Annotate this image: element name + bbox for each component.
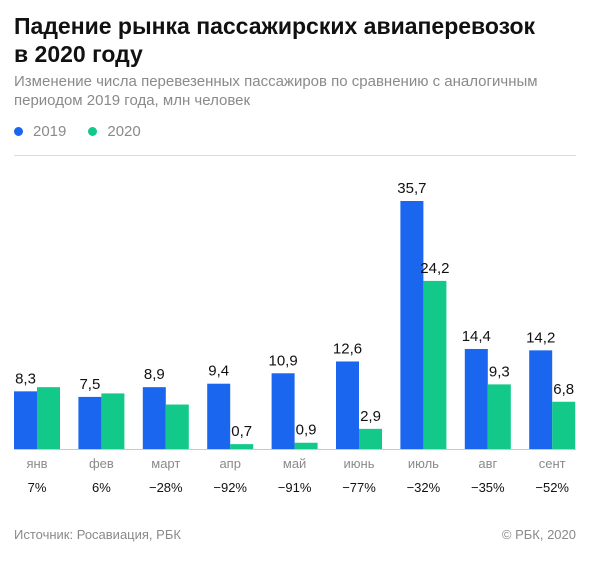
legend-label-2020: 2020 (107, 122, 141, 140)
change-label-6: −32% (407, 480, 441, 495)
bar-2020-3 (230, 444, 254, 449)
chart-subtitle: Изменение числа перевезенных пассажиров … (14, 72, 580, 110)
chart-title: Падение рынка пассажирских авиаперевозок… (14, 12, 574, 68)
legend-label-2019: 2019 (33, 122, 67, 140)
chart-title-line-2: в 2020 году (14, 41, 143, 67)
data-label-2019-2: 8,9 (144, 366, 165, 383)
data-label-2019-3: 9,4 (208, 363, 229, 380)
data-label-2019-6: 35,7 (397, 180, 426, 197)
change-label-4: −91% (278, 480, 312, 495)
bar-2019-3 (207, 383, 231, 449)
chart-subtitle-line-1: Изменение числа перевезенных пассажиров … (14, 73, 538, 90)
bar-2019-5 (336, 361, 359, 449)
bar-2019-1 (78, 396, 102, 449)
bar-2019-0 (14, 391, 37, 449)
x-tick-label-5: июнь (344, 456, 375, 471)
data-label-2019-4: 10,9 (268, 352, 297, 369)
bar-2020-8 (552, 401, 576, 449)
chart-title-line-1: Падение рынка пассажирских авиаперевозок (14, 13, 536, 39)
bar-2020-2 (165, 404, 189, 449)
data-label-2020-5: 2,9 (360, 408, 381, 425)
data-label-2019-7: 14,4 (462, 328, 491, 345)
change-label-8: −52% (535, 480, 569, 495)
x-tick-label-2: март (151, 456, 180, 471)
x-tick-label-0: янв (26, 456, 47, 471)
chart-legend: 2019 2020 (14, 121, 163, 141)
data-label-2019-8: 14,2 (526, 329, 555, 346)
copyright-note: © РБК, 2020 (501, 527, 576, 542)
data-label-2019-5: 12,6 (333, 340, 362, 357)
data-label-2019-0: 8,3 (15, 370, 36, 387)
change-label-5: −77% (342, 480, 376, 495)
legend-item-2020: 2020 (88, 122, 141, 140)
change-label-0: 7% (28, 480, 47, 495)
change-label-1: 6% (92, 480, 111, 495)
x-tick-label-7: авг (478, 456, 497, 471)
bar-2019-6 (400, 201, 424, 449)
x-tick-label-1: фев (89, 456, 114, 471)
source-note: Источник: Росавиация, РБК (14, 527, 181, 542)
x-tick-label-6: июль (408, 456, 439, 471)
change-label-7: −35% (471, 480, 505, 495)
bar-2020-4 (294, 442, 318, 449)
legend-swatch-2019 (14, 126, 23, 136)
data-label-2020-3: 0,7 (231, 423, 252, 440)
bar-2020-1 (101, 393, 125, 449)
bar-2020-6 (423, 280, 447, 449)
bar-2020-7 (487, 384, 511, 449)
x-tick-label-4: май (283, 456, 306, 471)
bar-2020-0 (37, 387, 60, 449)
data-label-2020-7: 9,3 (489, 363, 510, 380)
x-tick-label-8: сент (539, 456, 566, 471)
legend-item-2019: 2019 (14, 123, 66, 140)
data-label-2019-1: 7,5 (79, 376, 100, 393)
bar-2019-8 (529, 350, 553, 449)
change-label-3: −92% (213, 480, 247, 495)
x-tick-label-3: апр (219, 456, 241, 471)
change-label-2: −28% (149, 480, 183, 495)
bar-2020-5 (359, 428, 382, 449)
bar-2019-2 (142, 387, 166, 449)
bar-2019-7 (464, 348, 488, 449)
data-label-2020-6: 24,2 (420, 260, 449, 277)
data-label-2020-8: 6,8 (553, 381, 574, 398)
bar-2019-4 (271, 373, 295, 449)
legend-swatch-2020 (88, 126, 98, 136)
chart-subtitle-line-2: периодом 2019 года, млн человек (14, 92, 251, 109)
header-divider (14, 155, 576, 156)
data-label-2020-4: 0,9 (296, 422, 317, 439)
